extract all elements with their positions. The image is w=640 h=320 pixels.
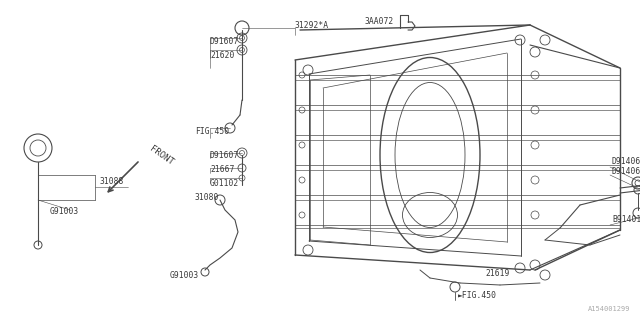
Text: G91003: G91003 [50, 207, 79, 217]
Text: ►FIG.450: ►FIG.450 [458, 291, 497, 300]
Text: 21667: 21667 [210, 165, 234, 174]
Text: 21619: 21619 [485, 268, 509, 277]
Text: FRONT: FRONT [148, 145, 175, 167]
Text: 31292*A: 31292*A [295, 20, 329, 29]
Text: 31080: 31080 [195, 194, 220, 203]
Text: D91406: D91406 [612, 157, 640, 166]
Text: 3AA072: 3AA072 [365, 18, 394, 27]
Text: D91607: D91607 [210, 150, 239, 159]
Text: G01102: G01102 [210, 179, 239, 188]
Text: G91003: G91003 [170, 270, 199, 279]
Text: D91607: D91607 [210, 37, 239, 46]
Text: 31088: 31088 [100, 178, 124, 187]
Text: FIG.450: FIG.450 [195, 127, 229, 137]
Text: D91406: D91406 [612, 167, 640, 177]
Text: A154001299: A154001299 [588, 306, 630, 312]
Text: B91401X: B91401X [612, 215, 640, 225]
Text: 21620: 21620 [210, 51, 234, 60]
